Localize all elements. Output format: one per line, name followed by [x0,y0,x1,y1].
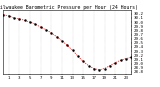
Title: Milwaukee Barometric Pressure per Hour (24 Hours): Milwaukee Barometric Pressure per Hour (… [0,5,138,10]
